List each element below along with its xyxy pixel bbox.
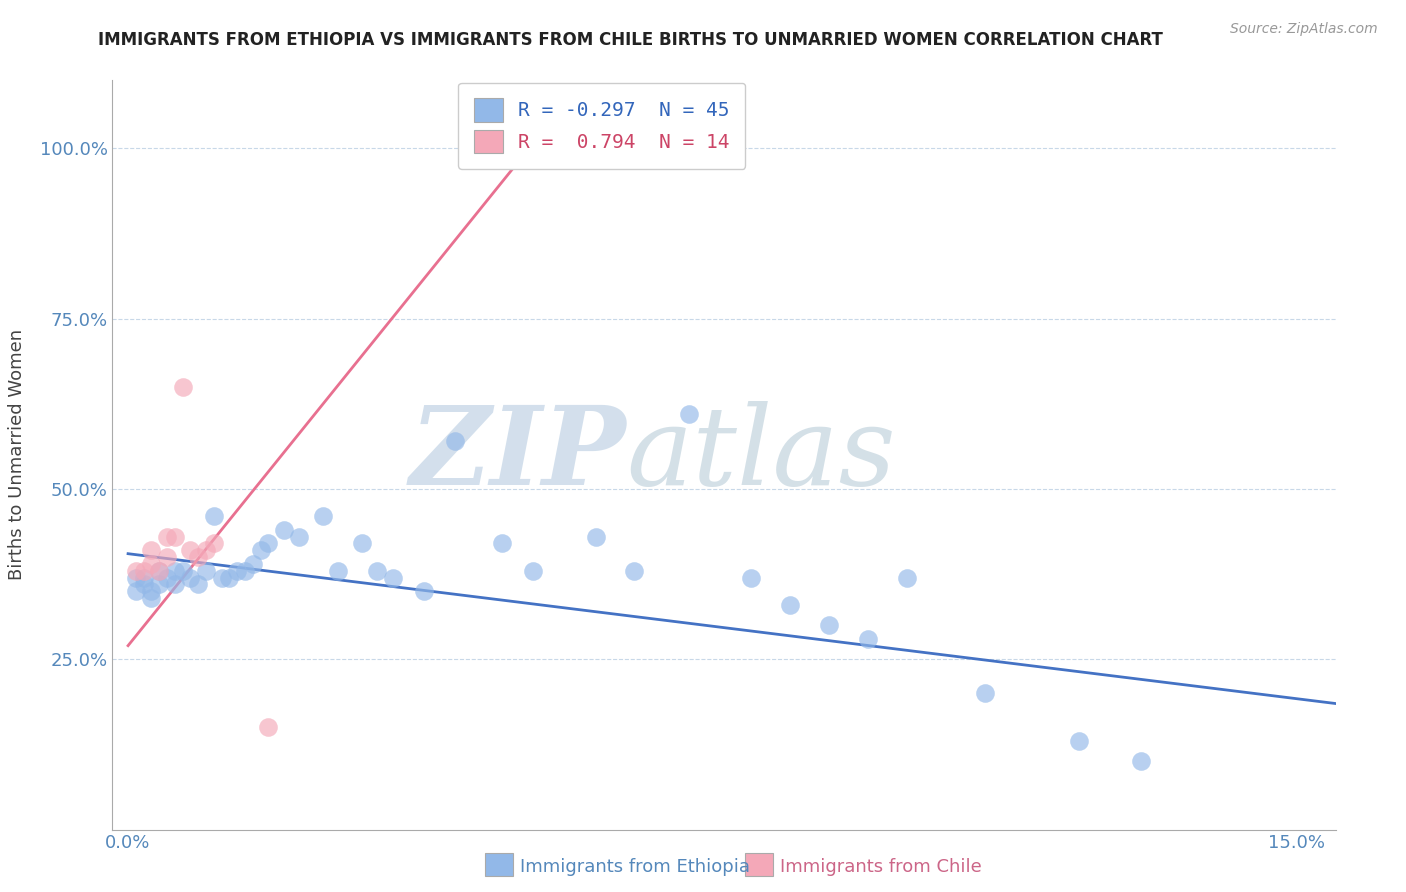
Point xyxy=(148,577,170,591)
Point xyxy=(148,564,170,578)
Point xyxy=(249,543,271,558)
Text: Immigrants from Ethiopia: Immigrants from Ethiopia xyxy=(520,858,751,876)
Point xyxy=(141,591,163,605)
Point xyxy=(141,584,163,599)
Point xyxy=(1067,734,1090,748)
Legend: R = -0.297  N = 45, R =  0.794  N = 14: R = -0.297 N = 45, R = 0.794 N = 14 xyxy=(458,82,745,169)
Text: Source: ZipAtlas.com: Source: ZipAtlas.com xyxy=(1230,22,1378,37)
Point xyxy=(818,618,841,632)
Point xyxy=(740,570,762,584)
Point xyxy=(444,434,467,449)
Point xyxy=(896,570,918,584)
Point xyxy=(156,550,179,565)
Point xyxy=(148,564,170,578)
Text: atlas: atlas xyxy=(626,401,896,508)
Point xyxy=(202,536,225,550)
Point xyxy=(273,523,295,537)
Point xyxy=(858,632,880,646)
Point xyxy=(172,564,194,578)
Point xyxy=(233,564,256,578)
Point xyxy=(163,564,186,578)
Text: Immigrants from Chile: Immigrants from Chile xyxy=(780,858,981,876)
Point xyxy=(179,543,201,558)
Point xyxy=(156,530,179,544)
Point xyxy=(1129,755,1152,769)
Point xyxy=(211,570,233,584)
Point xyxy=(226,564,249,578)
Point xyxy=(125,564,148,578)
Point xyxy=(141,557,163,571)
Point xyxy=(522,564,544,578)
Point xyxy=(257,536,280,550)
Text: ZIP: ZIP xyxy=(409,401,626,508)
Point xyxy=(623,564,645,578)
Point xyxy=(491,536,513,550)
Point xyxy=(163,530,186,544)
Point xyxy=(288,530,311,544)
Point xyxy=(312,509,335,524)
Point xyxy=(974,686,997,700)
Point xyxy=(163,577,186,591)
Point xyxy=(366,564,388,578)
Point xyxy=(156,570,179,584)
Point xyxy=(328,564,350,578)
Point xyxy=(779,598,801,612)
Point xyxy=(257,720,280,734)
Point xyxy=(132,570,155,584)
Point xyxy=(179,570,201,584)
Point xyxy=(141,543,163,558)
Point xyxy=(132,577,155,591)
Point xyxy=(218,570,240,584)
Point xyxy=(125,570,148,584)
Point xyxy=(413,584,436,599)
Point xyxy=(194,564,217,578)
Point xyxy=(350,536,373,550)
Text: IMMIGRANTS FROM ETHIOPIA VS IMMIGRANTS FROM CHILE BIRTHS TO UNMARRIED WOMEN CORR: IMMIGRANTS FROM ETHIOPIA VS IMMIGRANTS F… xyxy=(98,31,1163,49)
Point xyxy=(172,380,194,394)
Point xyxy=(187,577,209,591)
Point xyxy=(585,530,607,544)
Point xyxy=(194,543,217,558)
Point xyxy=(202,509,225,524)
Point xyxy=(381,570,404,584)
Point xyxy=(132,564,155,578)
Point xyxy=(678,407,700,421)
Point xyxy=(242,557,264,571)
Point xyxy=(187,550,209,565)
Point xyxy=(125,584,148,599)
Y-axis label: Births to Unmarried Women: Births to Unmarried Women xyxy=(7,329,25,581)
